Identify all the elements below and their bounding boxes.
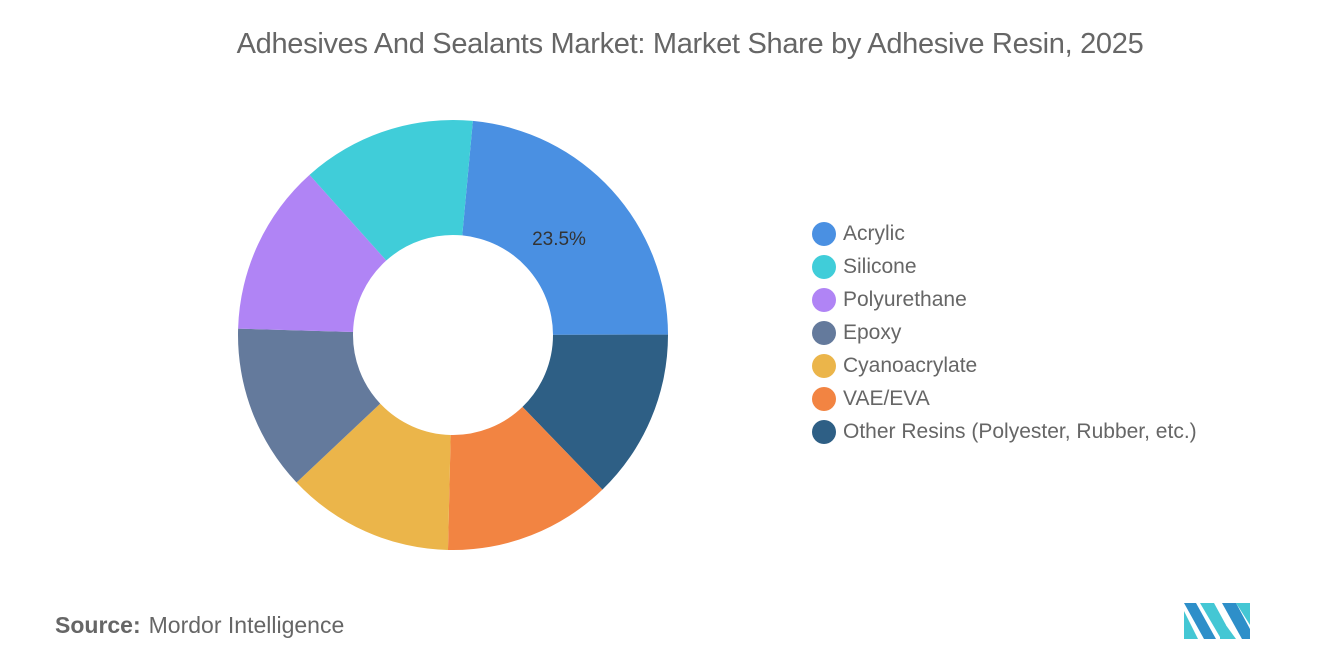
legend-label: Epoxy	[843, 320, 902, 344]
legend-swatch-icon	[812, 320, 836, 345]
legend: Acrylic Silicone Polyurethane Epoxy Cyan…	[812, 217, 1197, 448]
legend-item-other-resins[interactable]: Other Resins (Polyester, Rubber, etc.)	[812, 415, 1197, 448]
legend-swatch-icon	[812, 287, 836, 312]
source-note: Source: Mordor Intelligence	[55, 612, 344, 639]
donut-slice-silicone[interactable]	[309, 120, 473, 261]
legend-label: VAE/EVA	[843, 386, 930, 410]
donut-slice-cyanoacrylate[interactable]	[296, 403, 451, 550]
legend-item-epoxy[interactable]: Epoxy	[812, 316, 1197, 349]
donut-slice-polyurethane[interactable]	[238, 174, 387, 333]
legend-label: Other Resins (Polyester, Rubber, etc.)	[843, 419, 1197, 443]
legend-swatch-icon	[812, 221, 836, 246]
donut-slice-vaeeva[interactable]	[447, 406, 603, 550]
legend-label: Cyanoacrylate	[843, 353, 978, 377]
legend-label: Acrylic	[843, 221, 905, 245]
source-value: Mordor Intelligence	[148, 612, 345, 638]
legend-item-polyurethane[interactable]: Polyurethane	[812, 283, 1197, 316]
chart-title: Adhesives And Sealants Market: Market Sh…	[236, 28, 1144, 60]
donut-slices	[238, 120, 669, 550]
legend-label: Polyurethane	[843, 287, 967, 311]
legend-swatch-icon	[812, 419, 836, 444]
donut-chart: 23.5%	[238, 120, 669, 550]
legend-swatch-icon	[812, 353, 836, 378]
mordor-intelligence-logo-icon	[1184, 603, 1250, 639]
legend-item-silicone[interactable]: Silicone	[812, 250, 1197, 283]
legend-item-acrylic[interactable]: Acrylic	[812, 217, 1197, 250]
slice-label-acrylic: 23.5%	[532, 229, 586, 250]
legend-item-vae-eva[interactable]: VAE/EVA	[812, 382, 1197, 415]
donut-slice-epoxy[interactable]	[238, 328, 381, 483]
legend-swatch-icon	[812, 386, 836, 411]
source-label: Source:	[55, 612, 141, 638]
donut-slice-other[interactable]	[522, 334, 669, 490]
legend-label: Silicone	[843, 254, 917, 278]
legend-swatch-icon	[812, 254, 836, 279]
legend-item-cyanoacrylate[interactable]: Cyanoacrylate	[812, 349, 1197, 382]
donut-slice-acrylic[interactable]	[462, 120, 668, 335]
